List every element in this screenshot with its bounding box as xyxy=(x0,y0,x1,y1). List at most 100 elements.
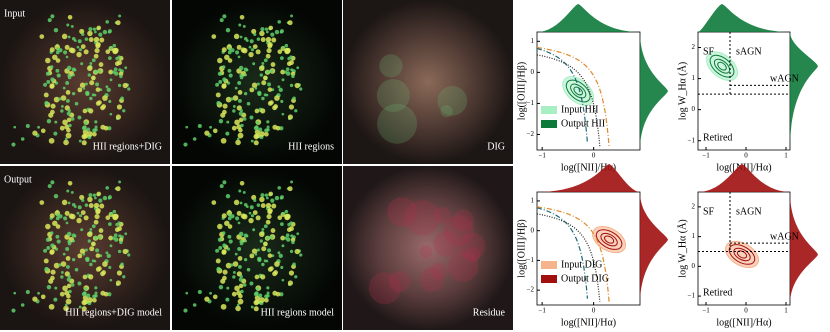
hii-region xyxy=(55,216,60,221)
hii-region xyxy=(65,98,70,103)
hii-region xyxy=(299,253,303,257)
hii-region xyxy=(81,32,85,37)
diffuse-patch xyxy=(452,209,474,232)
hii-region xyxy=(209,125,212,129)
hii-region xyxy=(65,55,69,59)
hii-region xyxy=(253,125,259,131)
hii-region xyxy=(261,246,267,252)
hii-region xyxy=(94,120,98,124)
hii-region xyxy=(260,193,265,198)
hii-region xyxy=(47,18,52,23)
hii-region xyxy=(216,100,221,106)
legend-swatch xyxy=(541,120,557,128)
hii-region xyxy=(108,235,114,241)
hii-region xyxy=(98,32,103,37)
hii-region xyxy=(261,62,265,65)
y-tick-label: 1 xyxy=(692,232,696,240)
hii-region xyxy=(92,131,97,137)
hii-region xyxy=(280,222,284,226)
hii-region xyxy=(98,62,104,67)
hii-region xyxy=(264,27,269,31)
legend-entry: Input DIG xyxy=(561,259,602,270)
hii-region xyxy=(292,96,296,101)
demarcation-curve xyxy=(536,207,589,299)
hii-region xyxy=(109,278,113,282)
x-tick-label: 0 xyxy=(592,152,596,160)
hii-region xyxy=(93,36,100,43)
hii-region xyxy=(240,213,247,219)
hii-region xyxy=(259,73,263,77)
hii-region xyxy=(224,220,230,227)
hii-region xyxy=(215,258,221,264)
hii-region xyxy=(260,27,265,32)
hii-region xyxy=(284,214,291,221)
hii-region xyxy=(262,241,268,247)
hii-region xyxy=(288,104,295,110)
hii-region xyxy=(66,23,70,27)
hii-region xyxy=(93,53,99,59)
hii-region xyxy=(274,195,280,201)
hii-region xyxy=(74,101,79,106)
hii-region xyxy=(288,226,294,232)
hii-region xyxy=(82,108,88,114)
diffuse-patch xyxy=(440,105,453,118)
hii-region xyxy=(253,291,259,297)
hii-region xyxy=(266,47,272,54)
hii-region xyxy=(232,105,236,108)
x-tick-label: 0 xyxy=(592,307,596,315)
hii-region xyxy=(95,253,101,258)
y-tick-label: −1 xyxy=(527,256,535,264)
hii-region xyxy=(227,234,232,239)
hii-region xyxy=(93,70,98,74)
hii-region xyxy=(80,228,84,232)
hii-region xyxy=(221,249,227,255)
hii-region xyxy=(221,83,227,89)
hii-region xyxy=(64,137,68,141)
hii-region xyxy=(87,131,93,137)
hii-region xyxy=(62,252,66,256)
hii-region xyxy=(281,212,285,216)
hii-region xyxy=(118,234,122,238)
hii-region xyxy=(256,203,261,207)
hii-region xyxy=(265,219,271,225)
hii-region xyxy=(296,66,300,70)
contour xyxy=(717,61,727,71)
hii-region xyxy=(240,123,244,128)
hii-region xyxy=(43,92,49,98)
hii-region xyxy=(212,294,218,300)
region-label: SF xyxy=(703,206,715,217)
hii-region xyxy=(211,200,217,205)
marginal-right xyxy=(790,192,818,305)
hii-region xyxy=(287,114,293,120)
hii-region xyxy=(84,37,89,41)
hii-region xyxy=(279,196,283,200)
hii-region xyxy=(250,214,255,218)
hii-region xyxy=(79,194,85,200)
hii-region xyxy=(238,293,243,299)
hii-region xyxy=(108,69,114,75)
hii-region xyxy=(265,53,271,59)
x-tick-label: −1 xyxy=(538,152,546,160)
hii-region xyxy=(250,305,254,309)
hii-region xyxy=(217,223,223,230)
hii-region xyxy=(197,124,202,129)
hii-region xyxy=(218,80,223,84)
hii-region xyxy=(93,236,98,240)
hii-region xyxy=(93,202,100,209)
hii-region xyxy=(66,293,71,299)
hii-region xyxy=(254,274,260,280)
hii-region xyxy=(279,30,283,34)
diffuse-patch xyxy=(376,79,410,112)
hii-region xyxy=(108,222,112,226)
hii-region xyxy=(249,205,254,210)
diffuse-patch xyxy=(377,103,418,144)
diffuse-patch xyxy=(457,232,486,261)
hii-region xyxy=(218,246,223,250)
hii-region xyxy=(60,275,64,279)
hii-region xyxy=(260,274,266,280)
hii-region xyxy=(238,65,244,71)
diffuse-patch xyxy=(387,197,417,227)
hii-region xyxy=(269,235,274,239)
hii-region xyxy=(220,278,226,284)
